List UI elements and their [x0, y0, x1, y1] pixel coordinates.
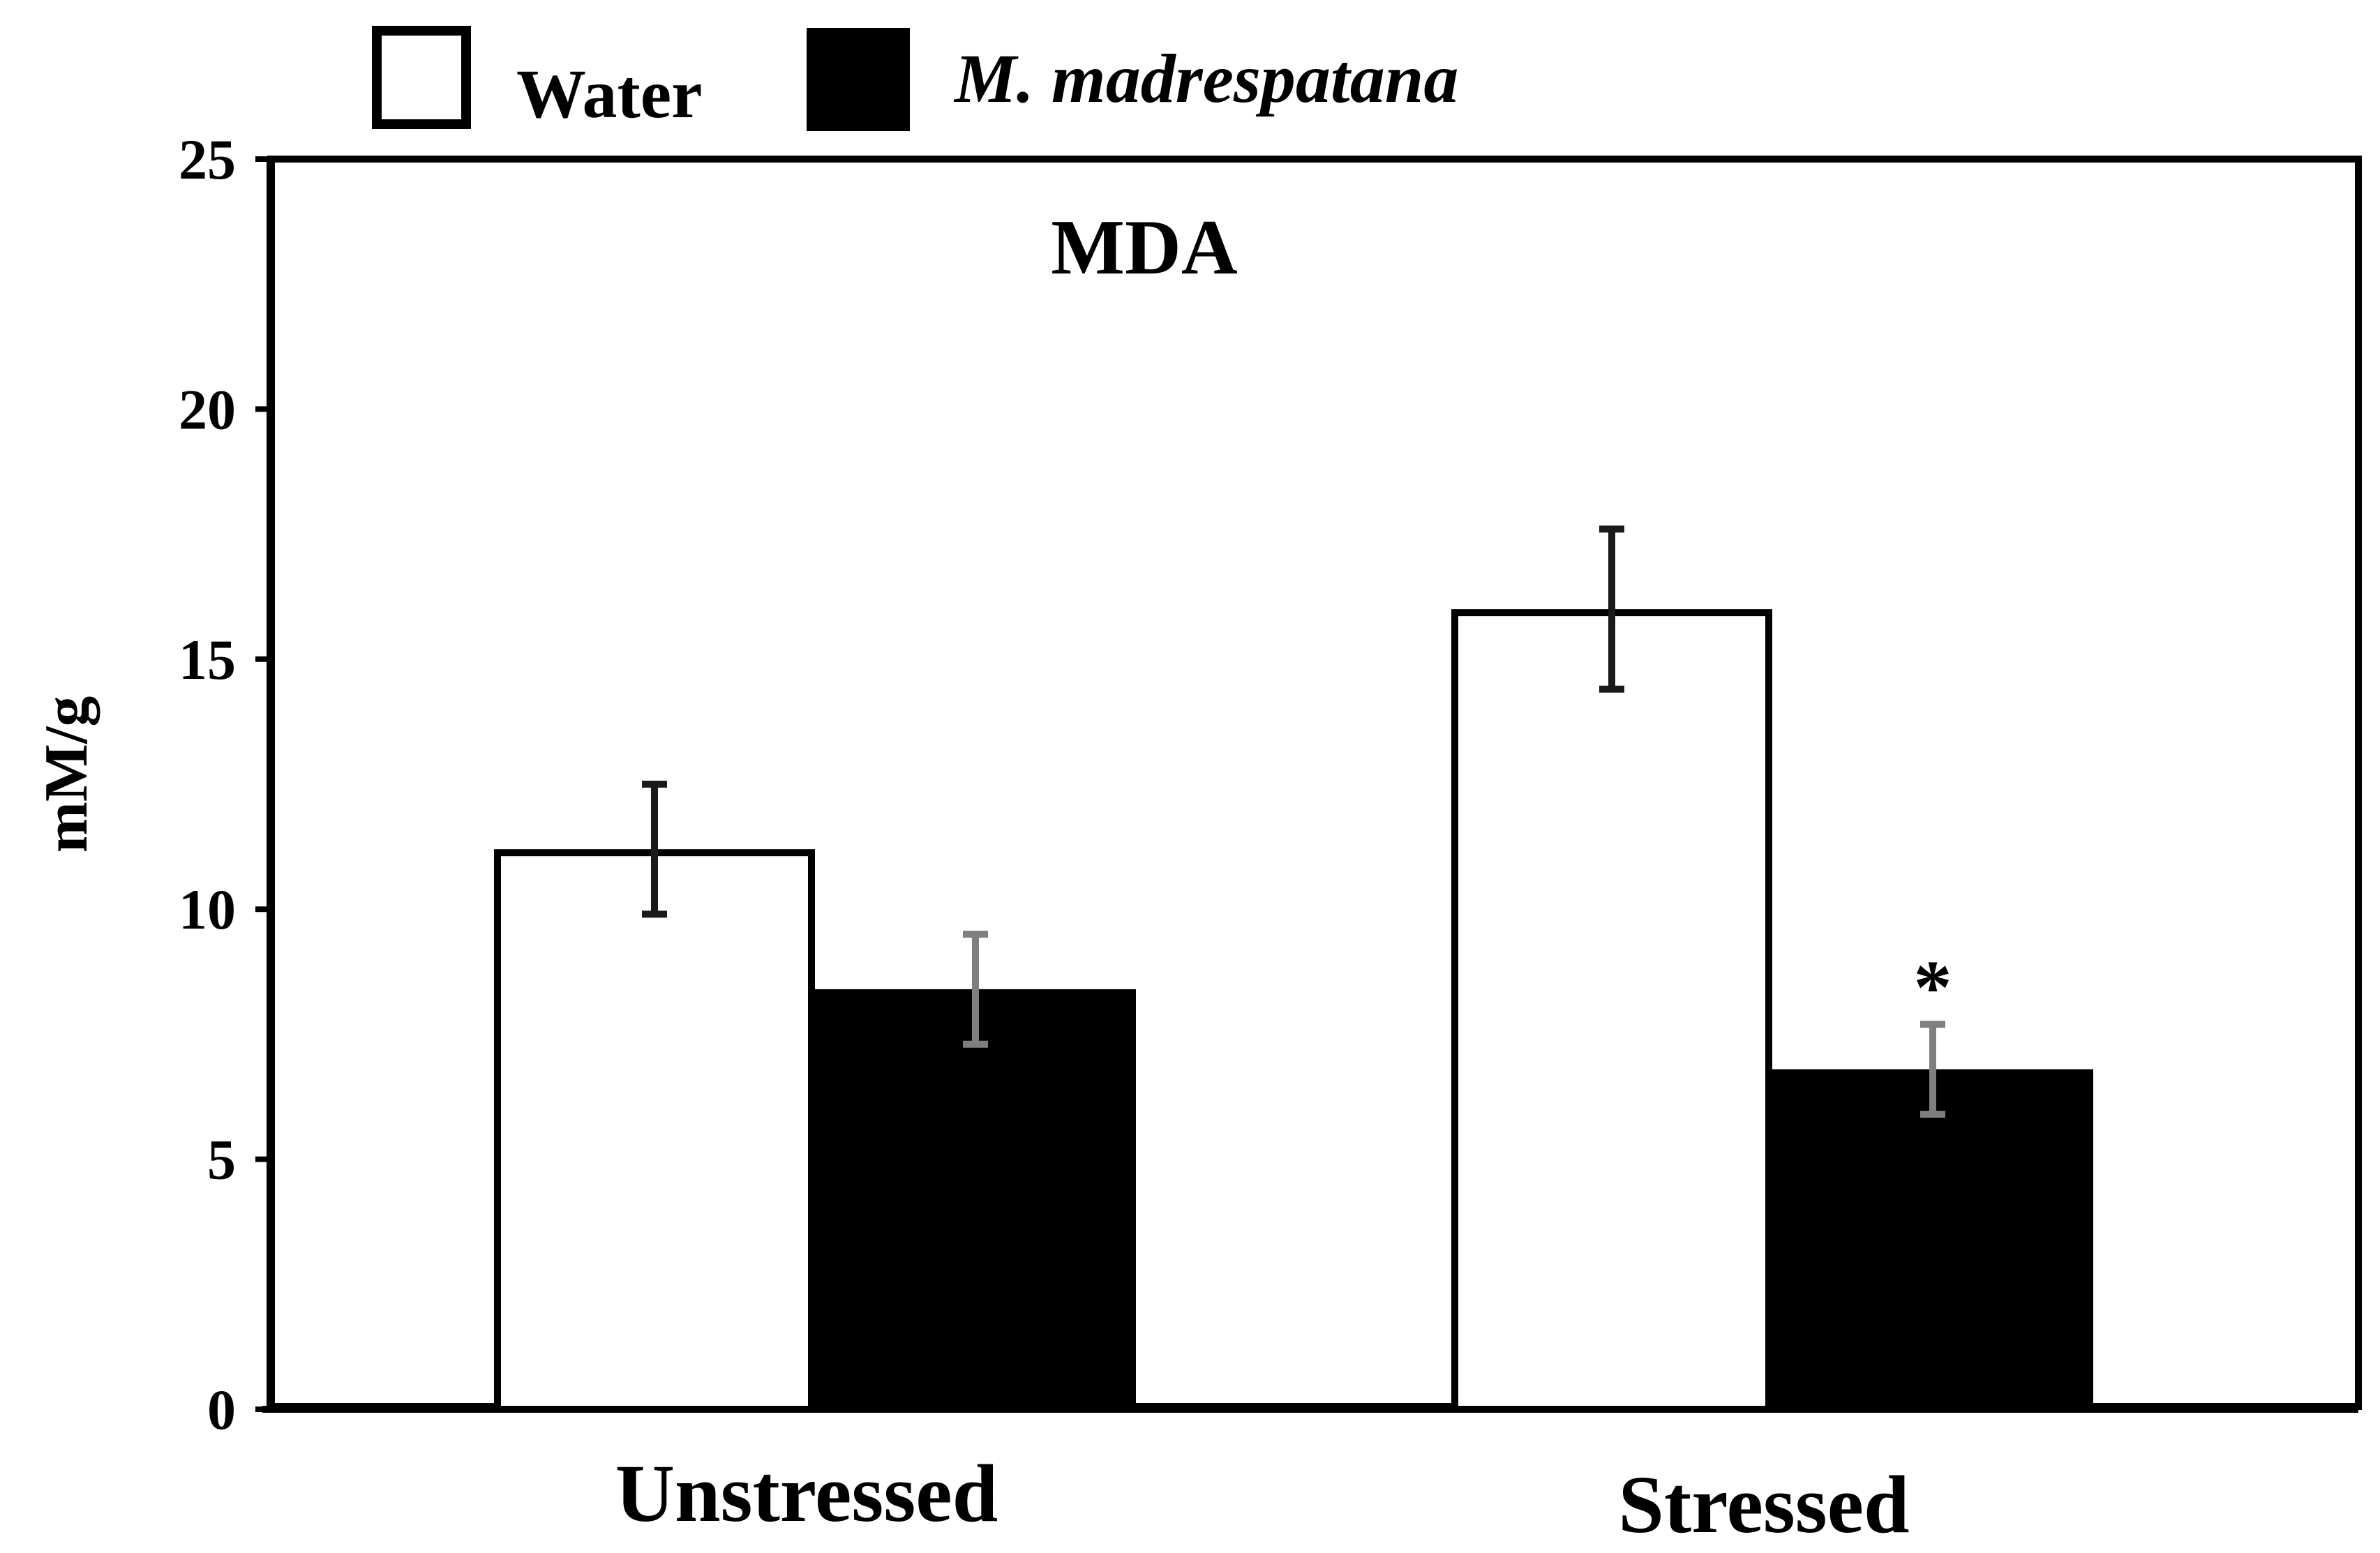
error-bar	[1599, 525, 1624, 693]
bar-m-madrespatana-unstressed	[815, 989, 1136, 1409]
annotations: *	[1914, 945, 1952, 1030]
chart-title: MDA	[1051, 204, 1238, 291]
y-tick-label: 25	[179, 128, 236, 191]
y-tick-label: 15	[179, 628, 236, 691]
y-tick-label: 20	[179, 377, 236, 441]
significance-asterisk: *	[1914, 945, 1952, 1030]
legend-label-m-madrespatana: M. madrespatana	[953, 40, 1458, 117]
legend: Water M. madrespatana	[372, 26, 1458, 133]
legend-label-water: Water	[516, 55, 703, 133]
bar-water-stressed	[1451, 609, 1772, 1413]
error-bar	[1920, 1021, 1945, 1118]
error-bars	[642, 525, 1945, 1118]
bars	[494, 609, 2093, 1413]
bar-water-unstressed	[494, 849, 815, 1413]
legend-swatch-m-madrespatana	[807, 28, 910, 131]
error-bar	[642, 781, 667, 918]
legend-swatch-water	[372, 26, 471, 129]
y-axis-ticks: 0 5 10 15 20 25	[179, 128, 271, 1441]
x-axis-category-labels: Unstressed Stressed	[615, 1448, 1910, 1550]
y-tick-label: 5	[207, 1128, 236, 1192]
y-axis-title: mM/g	[33, 696, 100, 853]
bar-m-madrespatana-stressed	[1772, 1069, 2093, 1409]
y-tick-label: 0	[207, 1378, 236, 1441]
error-bar	[963, 931, 988, 1048]
x-category-label-stressed: Stressed	[1618, 1459, 1909, 1550]
x-category-label-unstressed: Unstressed	[615, 1448, 998, 1539]
y-tick-label: 10	[179, 878, 236, 941]
